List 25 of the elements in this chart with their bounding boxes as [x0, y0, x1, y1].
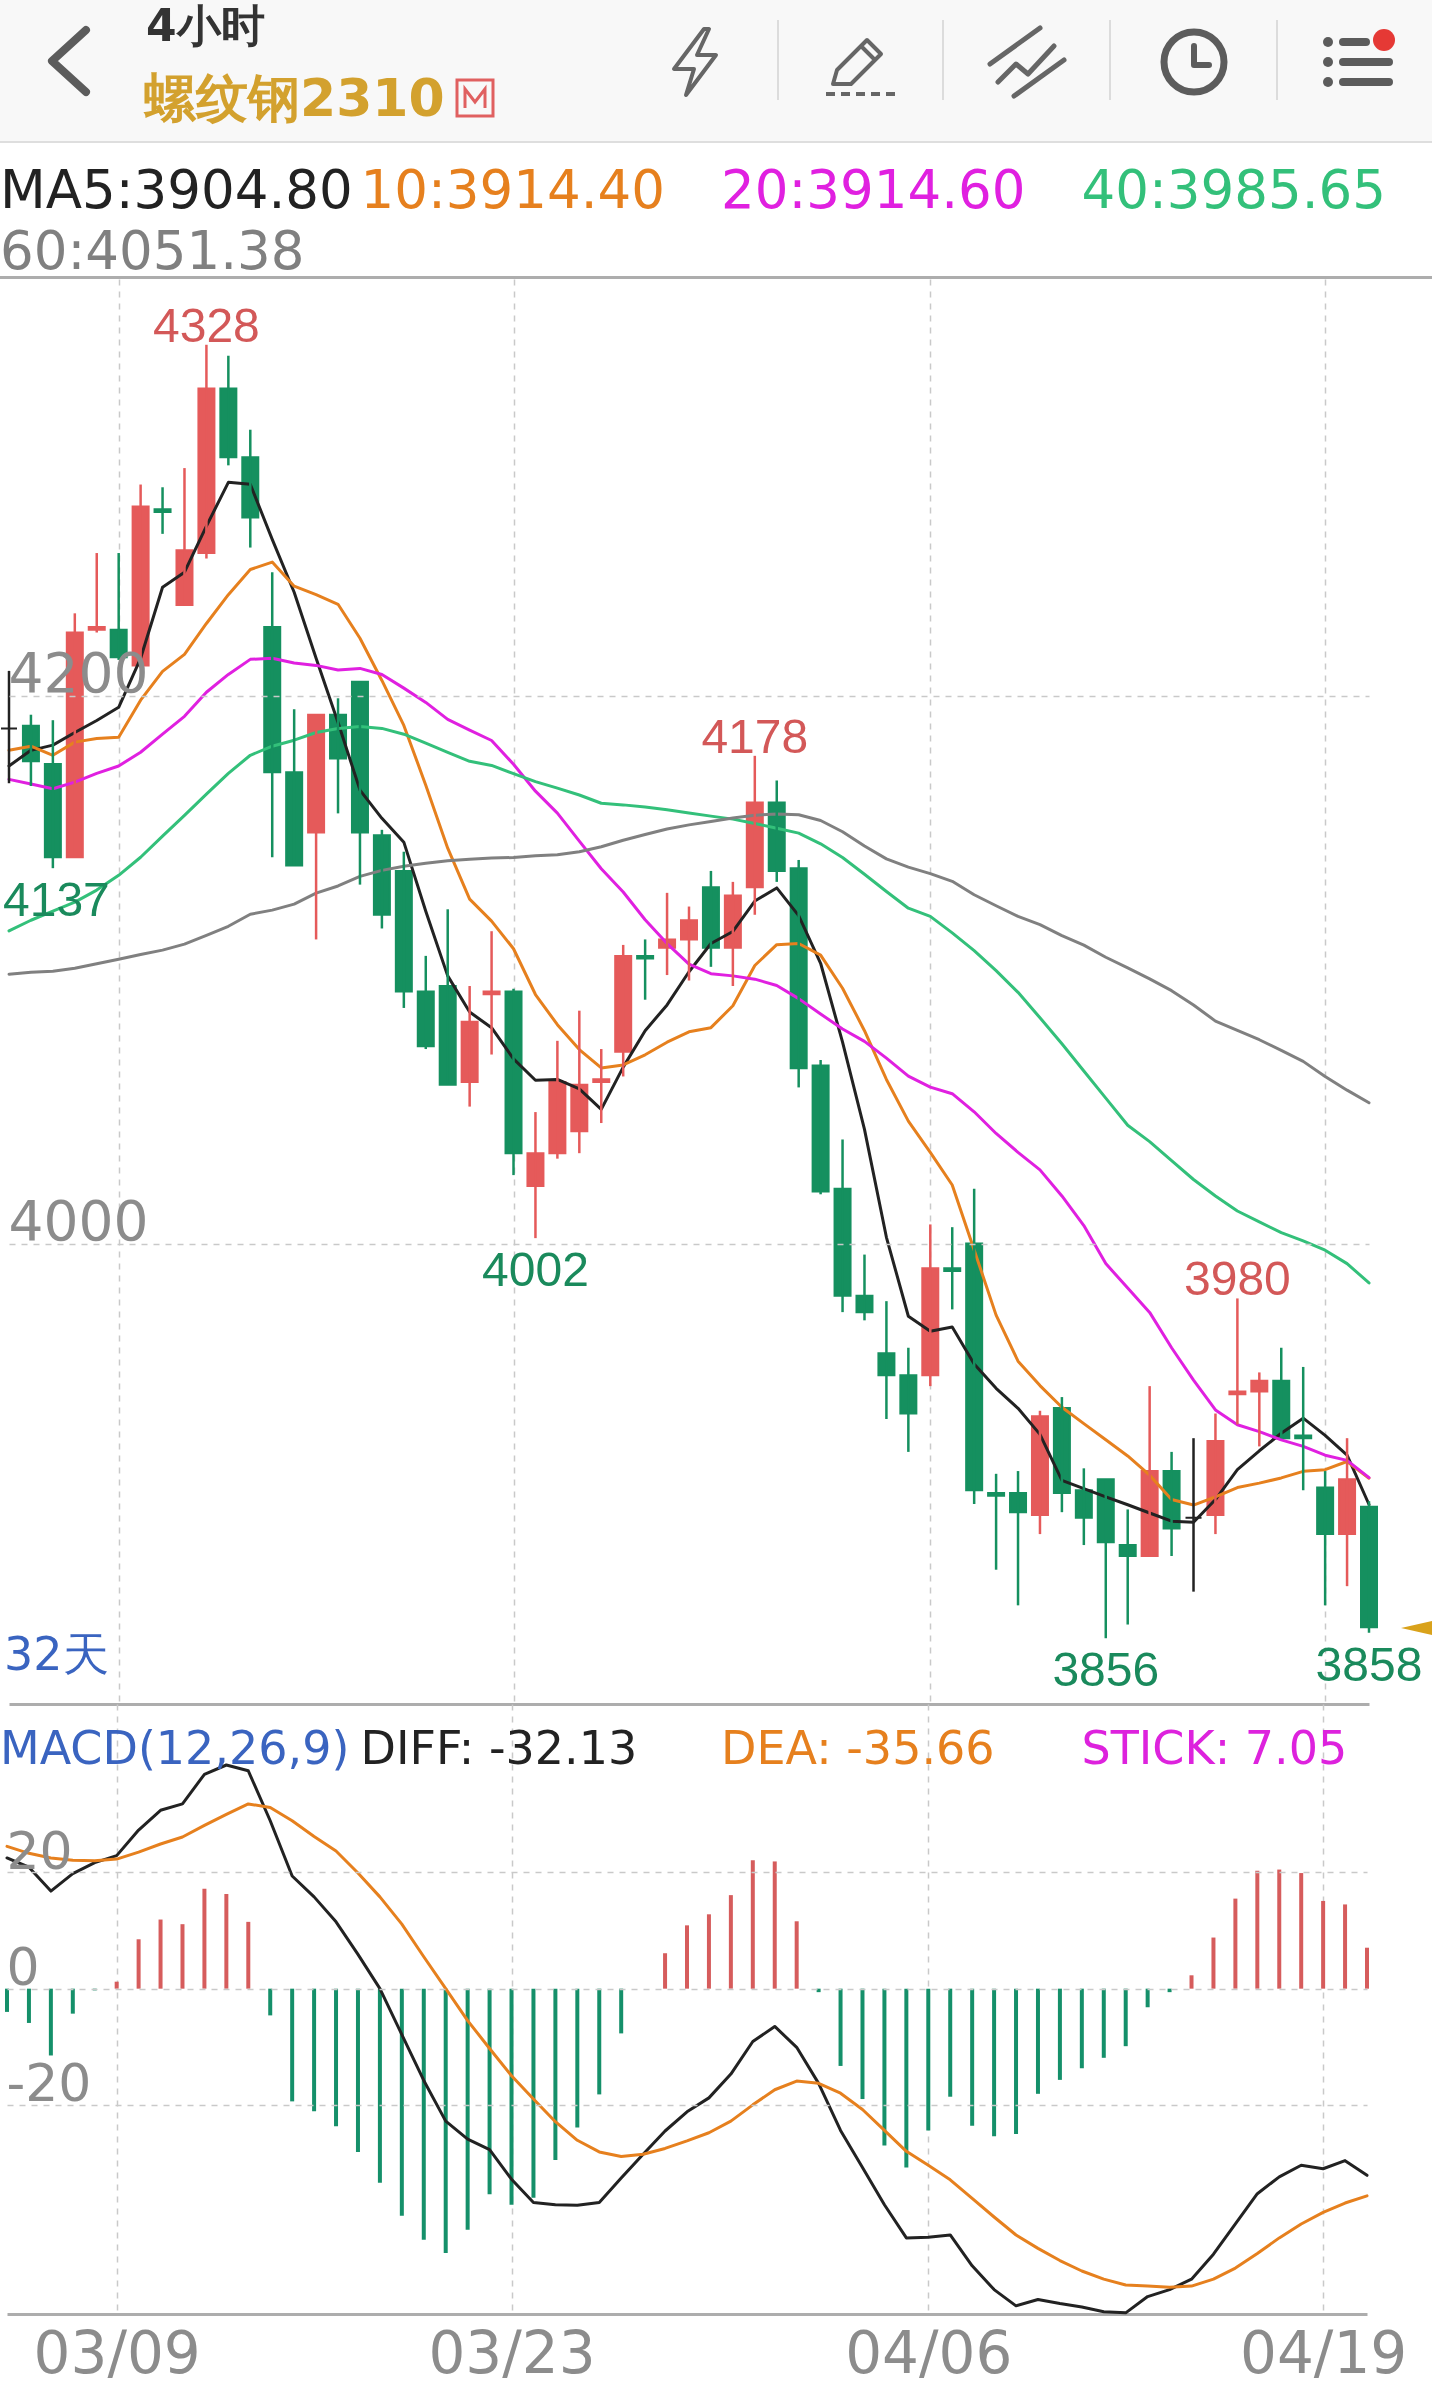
- x-tick-label: 03/09: [33, 2318, 201, 2387]
- text: MA5:3904.80: [0, 159, 353, 220]
- annotation: 32天: [4, 1627, 109, 1681]
- text: 20:3914.60: [721, 159, 1026, 220]
- annotation: 4178: [701, 709, 809, 763]
- y-tick-label: 4000: [8, 1189, 149, 1254]
- text: 40:3985.65: [1081, 159, 1386, 220]
- chart-title: 4小时: [146, 0, 265, 51]
- y-tick-label: -20: [6, 2053, 92, 2114]
- x-tick-label: 03/23: [428, 2318, 596, 2387]
- annotation: 3858: [1315, 1637, 1423, 1691]
- x-tick-label: 04/19: [1240, 2318, 1408, 2387]
- annotation: 4328: [153, 298, 260, 352]
- text: DIFF: -32.13: [360, 1720, 638, 1776]
- chart-title: MACD(12,26,9): [0, 1720, 350, 1776]
- text: 60:4051.38: [0, 220, 305, 281]
- x-tick-label: 04/06: [845, 2318, 1013, 2387]
- annotation: 3856: [1052, 1643, 1160, 1697]
- text: 10:3914.40: [360, 159, 665, 220]
- chart-subtitle: 螺纹钢2310: [144, 68, 445, 128]
- text: STICK: 7.05: [1081, 1720, 1348, 1776]
- text: DEA: -35.66: [721, 1720, 995, 1776]
- y-tick-label: 0: [6, 1937, 40, 1998]
- annotation: 3980: [1184, 1252, 1291, 1306]
- annotation: 4002: [482, 1243, 589, 1297]
